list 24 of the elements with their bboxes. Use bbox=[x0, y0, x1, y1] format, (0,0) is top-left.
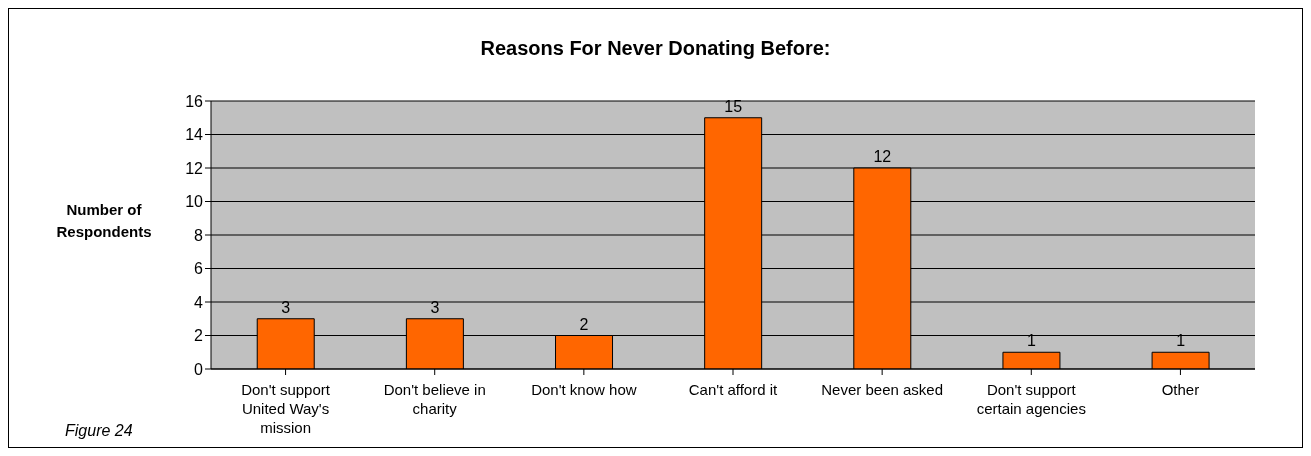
y-tick-label: 8 bbox=[194, 226, 204, 244]
y-tick-label: 4 bbox=[194, 293, 204, 311]
caption: Figure 24 bbox=[65, 422, 133, 440]
y-tick-label: 6 bbox=[194, 260, 204, 278]
y-tick-label: 14 bbox=[185, 126, 204, 144]
x-tick-label: Other bbox=[1161, 381, 1200, 398]
x-tick-label: Don't know how bbox=[531, 381, 637, 398]
y-tick-label: 12 bbox=[185, 159, 204, 177]
y-tick-label: 10 bbox=[185, 193, 204, 211]
chart-title: Reasons For Never Donating Before: bbox=[479, 37, 832, 60]
y-tick-label: 16 bbox=[185, 92, 204, 110]
data-label: 2 bbox=[579, 315, 589, 333]
x-tick-label: Don't support certain agencies bbox=[976, 381, 1086, 417]
data-label: 3 bbox=[430, 298, 440, 316]
y-axis-title: Number of Respondents bbox=[55, 200, 153, 242]
x-tick-label: Can't afford it bbox=[688, 381, 779, 398]
y-tick-label: 0 bbox=[194, 360, 204, 378]
data-label: 15 bbox=[724, 97, 743, 115]
x-tick-label: Don't support United Way's mission bbox=[241, 381, 331, 436]
data-label: 12 bbox=[873, 148, 892, 165]
data-label: 3 bbox=[281, 298, 291, 316]
x-tick-label: Don't believe in charity bbox=[383, 381, 486, 417]
x-tick-label: Never been asked bbox=[821, 381, 944, 398]
y-tick-label: 2 bbox=[194, 327, 204, 345]
